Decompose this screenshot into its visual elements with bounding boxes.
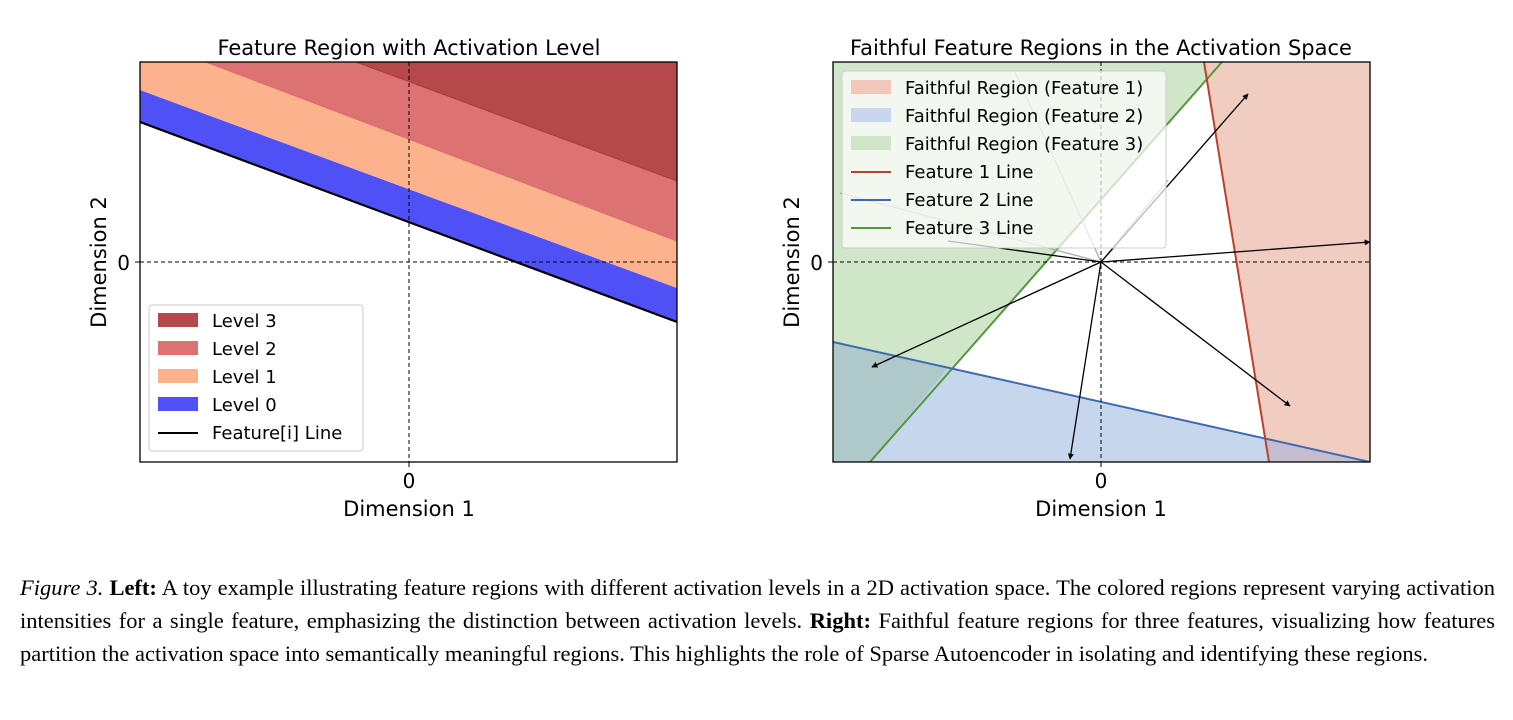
legend-label-feature-1-line: Feature 1 Line — [905, 162, 1033, 183]
figure-caption: Figure 3. Left: A toy example illustrati… — [20, 571, 1495, 670]
overlap-region-2-3 — [833, 342, 948, 462]
left-chart-title: Feature Region with Activation Level — [217, 36, 600, 60]
figure-canvas: Feature Region with Activation Level 0 0… — [87, 36, 1371, 521]
arrow-vector-4 — [1067, 261, 1102, 460]
legend-swatch-region-2 — [851, 108, 891, 122]
legend-swatch-level-3 — [158, 313, 198, 327]
left-chart: Feature Region with Activation Level 0 0… — [87, 36, 678, 521]
legend-label-level-3: Level 3 — [212, 311, 277, 332]
left-ytick-0: 0 — [117, 251, 130, 275]
right-ytick-0: 0 — [810, 251, 823, 275]
caption-figure-label: Figure 3. — [20, 575, 104, 600]
left-y-axis-label: Dimension 2 — [87, 196, 111, 328]
caption-left-text: A toy example illustrating feature regio… — [20, 575, 1496, 633]
legend-swatch-level-2 — [158, 341, 198, 355]
legend-label-level-2: Level 2 — [212, 339, 277, 360]
legend-label-level-0: Level 0 — [212, 395, 277, 416]
right-x-axis-label: Dimension 1 — [1035, 497, 1167, 521]
right-chart-title: Faithful Feature Regions in the Activati… — [850, 36, 1352, 60]
left-legend: Level 3 Level 2 Level 1 Level 0 Feature[… — [148, 304, 364, 452]
caption-right-label: Right: — [809, 608, 871, 633]
arrow-vector-5 — [871, 261, 1102, 368]
legend-swatch-region-3 — [851, 136, 891, 150]
legend-label-feature-line: Feature[i] Line — [212, 423, 342, 444]
arrow-vector-2 — [1100, 239, 1370, 263]
legend-swatch-level-0 — [158, 397, 198, 411]
right-chart: Faithful Feature Regions in the Activati… — [780, 36, 1371, 521]
right-xtick-0: 0 — [1095, 469, 1108, 493]
legend-swatch-level-1 — [158, 369, 198, 383]
right-legend: Faithful Region (Feature 1) Faithful Reg… — [841, 70, 1167, 249]
legend-label-region-1: Faithful Region (Feature 1) — [905, 78, 1143, 99]
left-xtick-0: 0 — [403, 469, 416, 493]
legend-label-region-3: Faithful Region (Feature 3) — [905, 134, 1143, 155]
legend-swatch-region-1 — [851, 80, 891, 94]
legend-label-feature-3-line: Feature 3 Line — [905, 218, 1033, 239]
caption-left-label: Left: — [109, 575, 157, 600]
caption-right-text: Faithful feature regions for three featu… — [20, 608, 1496, 666]
legend-label-region-2: Faithful Region (Feature 2) — [905, 106, 1143, 127]
left-plot-area — [140, 62, 677, 462]
left-x-axis-label: Dimension 1 — [343, 497, 475, 521]
arrow-vector-3 — [1100, 261, 1291, 407]
legend-label-feature-2-line: Feature 2 Line — [905, 190, 1033, 211]
right-y-axis-label: Dimension 2 — [780, 196, 804, 328]
legend-label-level-1: Level 1 — [212, 367, 277, 388]
faithful-region-1 — [1204, 62, 1370, 462]
feature-1-line — [1203, 62, 1270, 462]
level-3-edge — [355, 62, 677, 182]
level-2-edge — [205, 62, 677, 242]
feature-line — [140, 120, 677, 324]
